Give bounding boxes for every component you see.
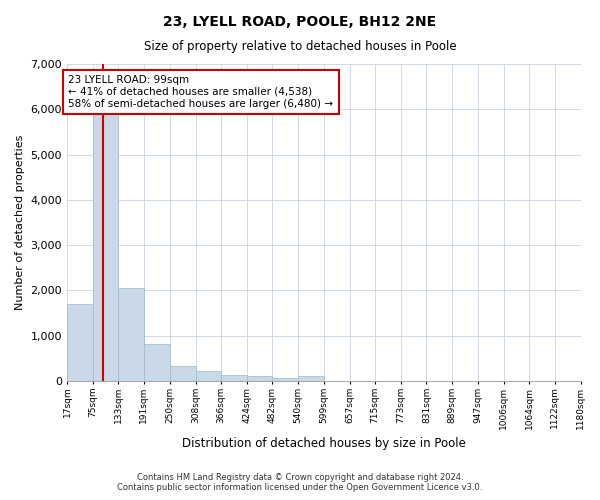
Bar — [196, 372, 221, 381]
Text: 23, LYELL ROAD, POOLE, BH12 2NE: 23, LYELL ROAD, POOLE, BH12 2NE — [163, 15, 437, 29]
Bar — [221, 374, 247, 381]
Bar — [144, 344, 170, 381]
Bar — [67, 304, 92, 381]
Bar — [247, 376, 272, 381]
Bar — [170, 366, 196, 381]
Bar — [272, 378, 298, 381]
Text: Size of property relative to detached houses in Poole: Size of property relative to detached ho… — [143, 40, 457, 53]
Text: Contains HM Land Registry data © Crown copyright and database right 2024.
Contai: Contains HM Land Registry data © Crown c… — [118, 473, 482, 492]
Text: 23 LYELL ROAD: 99sqm
← 41% of detached houses are smaller (4,538)
58% of semi-de: 23 LYELL ROAD: 99sqm ← 41% of detached h… — [68, 76, 334, 108]
X-axis label: Distribution of detached houses by size in Poole: Distribution of detached houses by size … — [182, 437, 466, 450]
Y-axis label: Number of detached properties: Number of detached properties — [15, 135, 25, 310]
Bar — [298, 376, 324, 381]
Bar — [118, 288, 144, 381]
Bar — [92, 110, 118, 381]
